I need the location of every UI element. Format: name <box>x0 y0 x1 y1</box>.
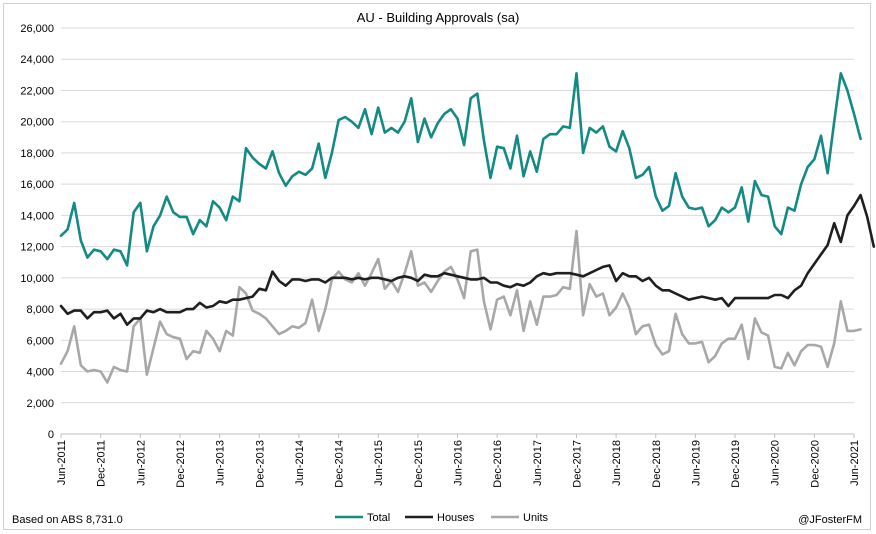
y-tick-label: 14,000 <box>20 210 54 222</box>
series-line-total <box>59 72 862 267</box>
x-tick-label: Dec-2014 <box>334 440 346 488</box>
series-line-units <box>59 229 862 384</box>
legend-label-units: Units <box>523 512 549 524</box>
x-tick-label: Jun-2019 <box>690 440 702 486</box>
y-tick-label: 18,000 <box>20 148 54 160</box>
x-tick-label: Dec-2016 <box>492 440 504 488</box>
x-tick-label: Dec-2012 <box>175 440 187 488</box>
y-tick-label: 26,000 <box>20 23 54 35</box>
x-tick-label: Dec-2018 <box>651 440 663 488</box>
x-axis: Jun-2011 Dec-2011 Jun-2012 Dec-2012 Jun-2013… <box>56 433 861 488</box>
y-tick-label: 20,000 <box>20 117 54 129</box>
x-tick-label: Jun-2012 <box>135 440 147 486</box>
x-tick-label: Dec-2019 <box>730 440 742 488</box>
x-tick-label: Jun-2013 <box>215 440 227 486</box>
series-lines <box>59 72 876 384</box>
y-axis: 0 2,000 4,000 6,000 8,000 10,000 12,000 14,000 1… <box>20 23 54 441</box>
y-tick-label: 22,000 <box>20 85 54 97</box>
y-tick-label: 8,000 <box>26 304 54 316</box>
series-line-houses <box>59 193 876 327</box>
x-tick-label: Dec-2020 <box>809 440 821 488</box>
x-tick-label: Jun-2021 <box>849 440 861 486</box>
y-tick-label: 16,000 <box>20 179 54 191</box>
x-tick-label: Jun-2014 <box>294 440 306 486</box>
x-tick-label: Jun-2020 <box>770 440 782 486</box>
y-tick-label: 2,000 <box>26 398 54 410</box>
x-tick-label: Jun-2011 <box>56 440 68 485</box>
x-tick-label: Dec-2015 <box>413 440 425 488</box>
x-tick-label: Dec-2013 <box>254 440 266 488</box>
x-tick-label: Jun-2017 <box>532 440 544 486</box>
chart-title: AU - Building Approvals (sa) <box>357 10 520 25</box>
y-tick-label: 0 <box>48 429 54 441</box>
x-tick-label: Jun-2016 <box>453 440 465 486</box>
legend-label-houses: Houses <box>437 512 475 524</box>
x-tick-label: Jun-2015 <box>373 440 385 486</box>
x-tick-label: Jun-2018 <box>611 440 623 486</box>
y-tick-label: 6,000 <box>26 335 54 347</box>
x-tick-label: Dec-2017 <box>571 440 583 488</box>
y-tick-label: 10,000 <box>20 273 54 285</box>
y-tick-label: 12,000 <box>20 242 54 254</box>
source-note: Based on ABS 8,731.0 <box>12 514 123 526</box>
y-tick-label: 4,000 <box>26 367 54 379</box>
legend: Total Houses Units <box>335 512 549 524</box>
chart-frame <box>3 3 871 530</box>
credit-label: @JFosterFM <box>798 514 862 526</box>
legend-label-total: Total <box>367 512 390 524</box>
x-tick-label: Dec-2011 <box>96 440 108 487</box>
y-tick-label: 24,000 <box>20 54 54 66</box>
